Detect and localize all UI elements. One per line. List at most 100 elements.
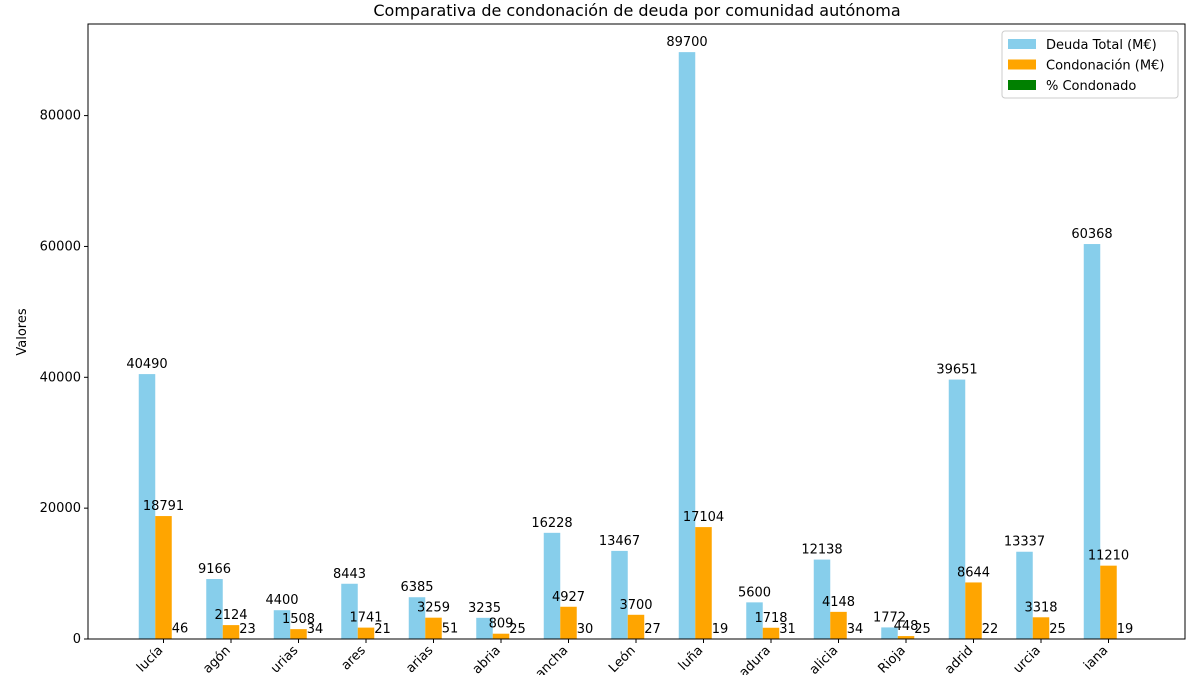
data-label: 25: [509, 622, 526, 637]
data-label: 34: [307, 622, 324, 637]
bar-deuda: [881, 627, 898, 639]
plot-frame: [87, 23, 1186, 640]
legend-box: [1001, 30, 1179, 99]
bar-deuda: [476, 617, 493, 639]
data-label: 8443: [333, 567, 366, 582]
data-label: 89700: [666, 35, 707, 50]
data-label: 39651: [936, 363, 977, 378]
x-tick-label: arias: [403, 643, 436, 675]
bar-deuda: [138, 374, 156, 639]
x-tick-label: urcia: [1011, 643, 1044, 675]
data-label: 23: [239, 622, 256, 637]
data-label: 25: [914, 622, 931, 637]
x-tick-label: abria: [470, 643, 504, 675]
bar-condonacion: [965, 582, 982, 639]
bar-condonacion: [357, 627, 375, 639]
bar-condonacion: [627, 614, 645, 639]
legend-swatch: [1008, 39, 1036, 49]
bar-deuda: [1083, 244, 1101, 639]
plot-area: 0 20000 40000 60000 80000 40490 18791 46 lucía 91…: [40, 35, 1134, 675]
data-label: 1741: [349, 611, 382, 626]
data-label: 3259: [417, 601, 450, 616]
bar-deuda: [678, 52, 696, 639]
data-label: 25: [1049, 622, 1066, 637]
bar-condonacion: [222, 625, 240, 639]
bar-deuda: [948, 379, 966, 639]
bar-condonacion: [492, 633, 510, 639]
data-label: 8644: [957, 565, 990, 580]
data-label: 1718: [754, 611, 787, 626]
bar-deuda: [206, 579, 223, 639]
bar-condonacion: [290, 629, 307, 639]
data-label: 3235: [468, 601, 501, 616]
x-tick-label: luña: [676, 643, 706, 673]
x-tick-label: Rioja: [875, 643, 908, 675]
data-label: 19: [1117, 622, 1134, 637]
bar-deuda: [746, 602, 763, 639]
x-tick-label: agón: [200, 643, 234, 675]
y-tick-label: 40000: [40, 370, 81, 385]
bar-condonacion: [695, 527, 712, 639]
data-label: 809: [489, 617, 514, 632]
y-axis-label: Valores: [15, 308, 30, 355]
x-tick-label: adrid: [942, 643, 976, 675]
data-label: 21: [374, 622, 391, 637]
bar-condonacion: [897, 636, 915, 639]
data-label: 5600: [738, 585, 771, 600]
x-tick-label: urias: [268, 643, 301, 675]
y-tick-label: 60000: [40, 239, 81, 254]
bar-condonacion: [560, 606, 577, 639]
bar-condonacion: [155, 516, 172, 639]
data-label: 34: [847, 622, 864, 637]
data-label: 51: [442, 622, 459, 637]
data-label: 22: [982, 622, 999, 637]
bar-condonacion: [425, 617, 442, 639]
data-label: 19: [712, 622, 729, 637]
x-tick-label: ancha: [533, 643, 572, 675]
data-label: 4927: [552, 590, 585, 605]
data-label: 46: [172, 622, 189, 637]
data-label: 3318: [1024, 600, 1057, 615]
bar-condonacion: [830, 611, 847, 639]
data-label: 2124: [214, 608, 247, 623]
data-label: 18791: [143, 499, 184, 514]
legend-entry: Condonación (M€): [1046, 59, 1164, 74]
data-label: 4400: [265, 593, 298, 608]
x-tick-label: León: [606, 643, 639, 675]
bar-deuda: [813, 559, 831, 639]
data-label: 4148: [822, 595, 855, 610]
data-label: 30: [577, 622, 594, 637]
bar-deuda: [408, 597, 426, 639]
x-tick-label: adura: [737, 643, 774, 675]
bar-condonacion: [1032, 617, 1050, 639]
bar-deuda: [543, 532, 561, 639]
data-label: 1508: [282, 612, 315, 627]
data-label: 17104: [683, 510, 724, 525]
x-tick-label: lucía: [134, 643, 166, 675]
data-label: 3700: [619, 598, 652, 613]
legend-entry: Deuda Total (M€): [1046, 38, 1157, 53]
bar-deuda: [341, 583, 358, 639]
chart-title: Comparativa de condonación de deuda por …: [373, 1, 900, 20]
data-label: 31: [779, 622, 796, 637]
data-label: 448: [894, 619, 919, 634]
legend: Deuda Total (M€) Condonación (M€) % Condon…: [1001, 30, 1179, 99]
x-tick-label: ares: [339, 643, 369, 673]
y-tick-label: 0: [73, 632, 81, 647]
x-tick-label: iana: [1081, 643, 1111, 673]
data-label: 9166: [198, 562, 231, 577]
bar-condonacion: [762, 627, 780, 639]
data-label: 40490: [126, 357, 167, 372]
legend-swatch: [1008, 59, 1036, 70]
bar-deuda: [273, 610, 291, 639]
legend-entry: % Condonado: [1046, 79, 1136, 94]
y-tick-label: 20000: [40, 501, 81, 516]
data-label: 12138: [801, 543, 842, 558]
data-label: 27: [644, 622, 661, 637]
data-label: 13467: [599, 534, 640, 549]
x-tick-label: alicia: [807, 643, 842, 675]
data-label: 16228: [531, 516, 572, 531]
data-label: 11210: [1088, 549, 1129, 564]
legend-swatch: [1008, 80, 1036, 90]
